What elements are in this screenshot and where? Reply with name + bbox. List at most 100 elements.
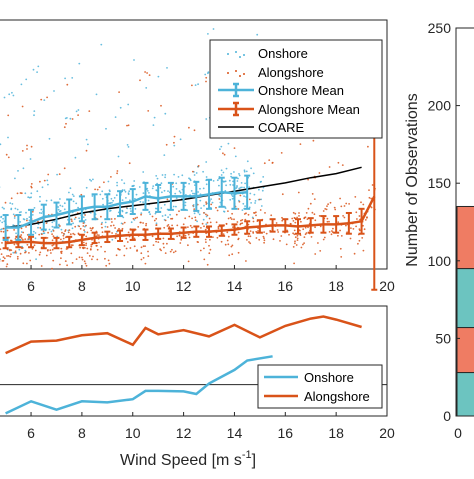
alongshore-point [39, 254, 41, 256]
onshore-point [140, 212, 142, 214]
alongshore-point [237, 221, 239, 223]
alongshore-point [368, 189, 370, 191]
alongshore-point [276, 222, 278, 224]
alongshore-point [202, 223, 204, 225]
alongshore-point [94, 189, 96, 191]
alongshore-point [257, 230, 259, 232]
alongshore-point [3, 228, 5, 230]
onshore-point [175, 206, 177, 208]
alongshore-point [255, 215, 257, 217]
onshore-point [33, 231, 35, 233]
onshore-point [253, 173, 255, 175]
alongshore-point [282, 193, 284, 195]
alongshore-point [209, 239, 211, 241]
onshore-point [116, 194, 118, 196]
onshore-point [238, 188, 240, 190]
alongshore-point [115, 233, 117, 235]
onshore-point [164, 190, 166, 192]
onshore-point [33, 110, 35, 112]
alongshore-point [7, 115, 9, 117]
alongshore-point [250, 235, 252, 237]
alongshore-point [296, 244, 298, 246]
alongshore-point [85, 225, 87, 227]
alongshore-point [53, 230, 55, 232]
onshore-point [86, 187, 88, 189]
alongshore-point [26, 145, 28, 147]
alongshore-point [75, 217, 77, 219]
alongshore-point [20, 192, 22, 194]
onshore-point [133, 59, 135, 61]
alongshore-point [35, 250, 37, 252]
onshore-point [37, 227, 39, 229]
alongshore-point [222, 152, 224, 154]
onshore-point [12, 252, 14, 254]
onshore-point [248, 186, 250, 188]
alongshore-point [176, 214, 178, 216]
onshore-point [154, 117, 156, 119]
onshore-point [175, 182, 177, 184]
onshore-point [52, 226, 54, 228]
onshore-point [51, 199, 53, 201]
alongshore-point [149, 74, 151, 76]
alongshore-point [22, 106, 24, 108]
alongshore-point [173, 252, 175, 254]
alongshore-point [87, 232, 89, 234]
alongshore-point [198, 165, 200, 167]
top-x-tick-label: 14 [227, 278, 243, 294]
alongshore-point [47, 174, 49, 176]
top-x-tick-label: 8 [78, 278, 86, 294]
onshore-point [229, 184, 231, 186]
alongshore-point [329, 166, 331, 168]
onshore-point [44, 232, 46, 234]
alongshore-point [277, 229, 279, 231]
alongshore-point [340, 248, 342, 250]
alongshore-point [323, 239, 325, 241]
alongshore-point [188, 127, 190, 129]
alongshore-point [97, 249, 99, 251]
onshore-point [9, 202, 11, 204]
alongshore-point [323, 210, 325, 212]
onshore-point [105, 128, 107, 130]
onshore-point [242, 209, 244, 211]
alongshore-point [339, 230, 341, 232]
alongshore-point [6, 263, 8, 265]
onshore-point [124, 189, 126, 191]
onshore-point [25, 79, 27, 81]
alongshore-point [344, 205, 346, 207]
onshore-point [145, 87, 147, 89]
right-y-tick-label: 150 [428, 175, 452, 191]
alongshore-point [170, 251, 172, 253]
onshore-point [250, 202, 252, 204]
onshore-point [73, 195, 75, 197]
alongshore-point [8, 157, 10, 159]
onshore-point [206, 176, 208, 178]
right-y-tick-label: 200 [428, 98, 452, 114]
alongshore-point [264, 162, 266, 164]
onshore-point [199, 200, 201, 202]
alongshore-point [145, 225, 147, 227]
alongshore-point [41, 265, 43, 267]
alongshore-point [240, 220, 242, 222]
alongshore-point [159, 248, 161, 250]
alongshore-point [332, 228, 334, 230]
alongshore-point [340, 206, 342, 208]
onshore-point [70, 187, 72, 189]
onshore-point [100, 44, 102, 46]
onshore-point [102, 198, 104, 200]
legend-coare-label: COARE [258, 120, 305, 135]
onshore-point [206, 183, 208, 185]
alongshore-point [114, 218, 116, 220]
alongshore-point [258, 239, 260, 241]
onshore-point [72, 194, 74, 196]
x-axis-label: Wind Speed [m s-1] [120, 449, 256, 469]
onshore-point [49, 229, 51, 231]
alongshore-point [203, 212, 205, 214]
alongshore-point [205, 239, 207, 241]
alongshore-point [281, 152, 283, 154]
alongshore-point [327, 221, 329, 223]
onshore-point [30, 158, 32, 160]
alongshore-point [144, 71, 146, 73]
onshore-point [155, 189, 157, 191]
alongshore-point [128, 232, 130, 234]
alongshore-point [165, 252, 167, 254]
